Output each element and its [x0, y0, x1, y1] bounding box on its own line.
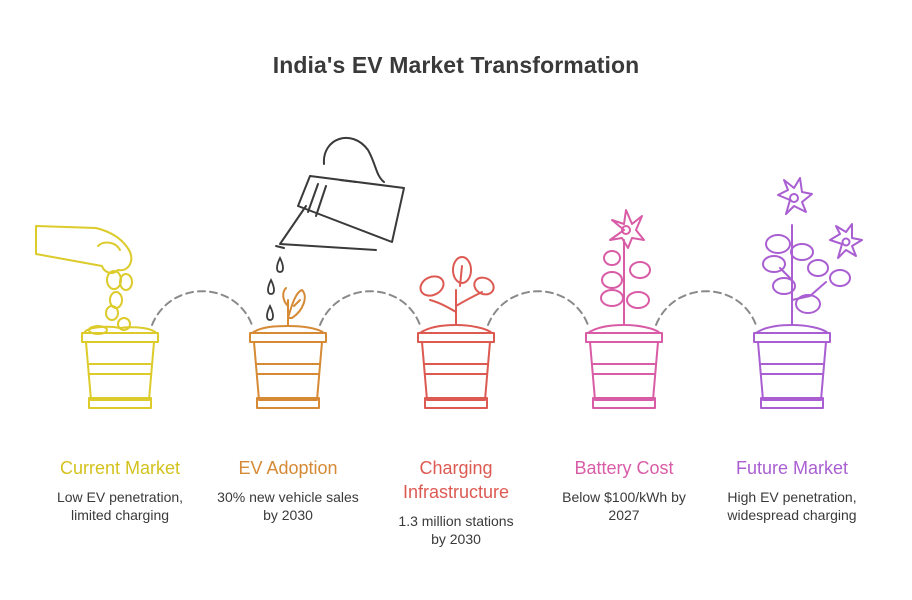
- stage-ev-adoption: EV Adoption 30% new vehicle sales by 203…: [208, 456, 368, 524]
- water-droplets: [266, 255, 284, 321]
- watering-can-icon: [275, 136, 405, 251]
- pot-future-market: [753, 177, 863, 409]
- pot-ev-adoption: [249, 287, 327, 409]
- stage-title: Charging Infrastructure: [402, 458, 510, 502]
- stage-description: Below $100/kWh by 2027: [562, 489, 686, 523]
- stage-description: 1.3 million stations by 2030: [398, 513, 514, 547]
- stage-description: 30% new vehicle sales by 2030: [217, 489, 359, 523]
- stage-title: EV Adoption: [238, 458, 338, 478]
- stage-title: Future Market: [735, 458, 849, 478]
- leafy-plant-icon: [419, 256, 495, 326]
- connector-arc-3: [487, 290, 589, 326]
- sprout-icon: [282, 287, 306, 327]
- pot-current-market: [35, 225, 159, 409]
- connector-arc-1: [151, 290, 253, 326]
- pot-battery-cost: [585, 209, 663, 409]
- blooming-plant-icon: [762, 177, 863, 326]
- water-droplet: [266, 303, 274, 321]
- water-droplet: [267, 277, 275, 295]
- page-title: India's EV Market Transformation: [272, 52, 640, 78]
- stage-future-market: Future Market High EV penetration, wides…: [712, 456, 872, 524]
- stage-title: Current Market: [59, 458, 181, 478]
- flowering-plant-icon: [600, 209, 651, 326]
- pot-charging-infrastructure: [417, 256, 495, 409]
- stage-battery-cost: Battery Cost Below $100/kWh by 2027: [544, 456, 704, 524]
- water-droplet: [276, 255, 284, 273]
- stage-description: High EV penetration, widespread charging: [727, 489, 857, 523]
- hand-dropping-seeds-icon: [35, 225, 133, 335]
- stage-description: Low EV penetration, limited charging: [56, 489, 184, 523]
- stage-current-market: Current Market Low EV penetration, limit…: [40, 456, 200, 524]
- stage-charging-infrastructure: Charging Infrastructure 1.3 million stat…: [376, 456, 536, 548]
- connector-arc-2: [319, 290, 421, 326]
- connector-arc-4: [655, 290, 757, 326]
- connector-arcs: [151, 290, 757, 326]
- stage-title: Battery Cost: [574, 458, 674, 478]
